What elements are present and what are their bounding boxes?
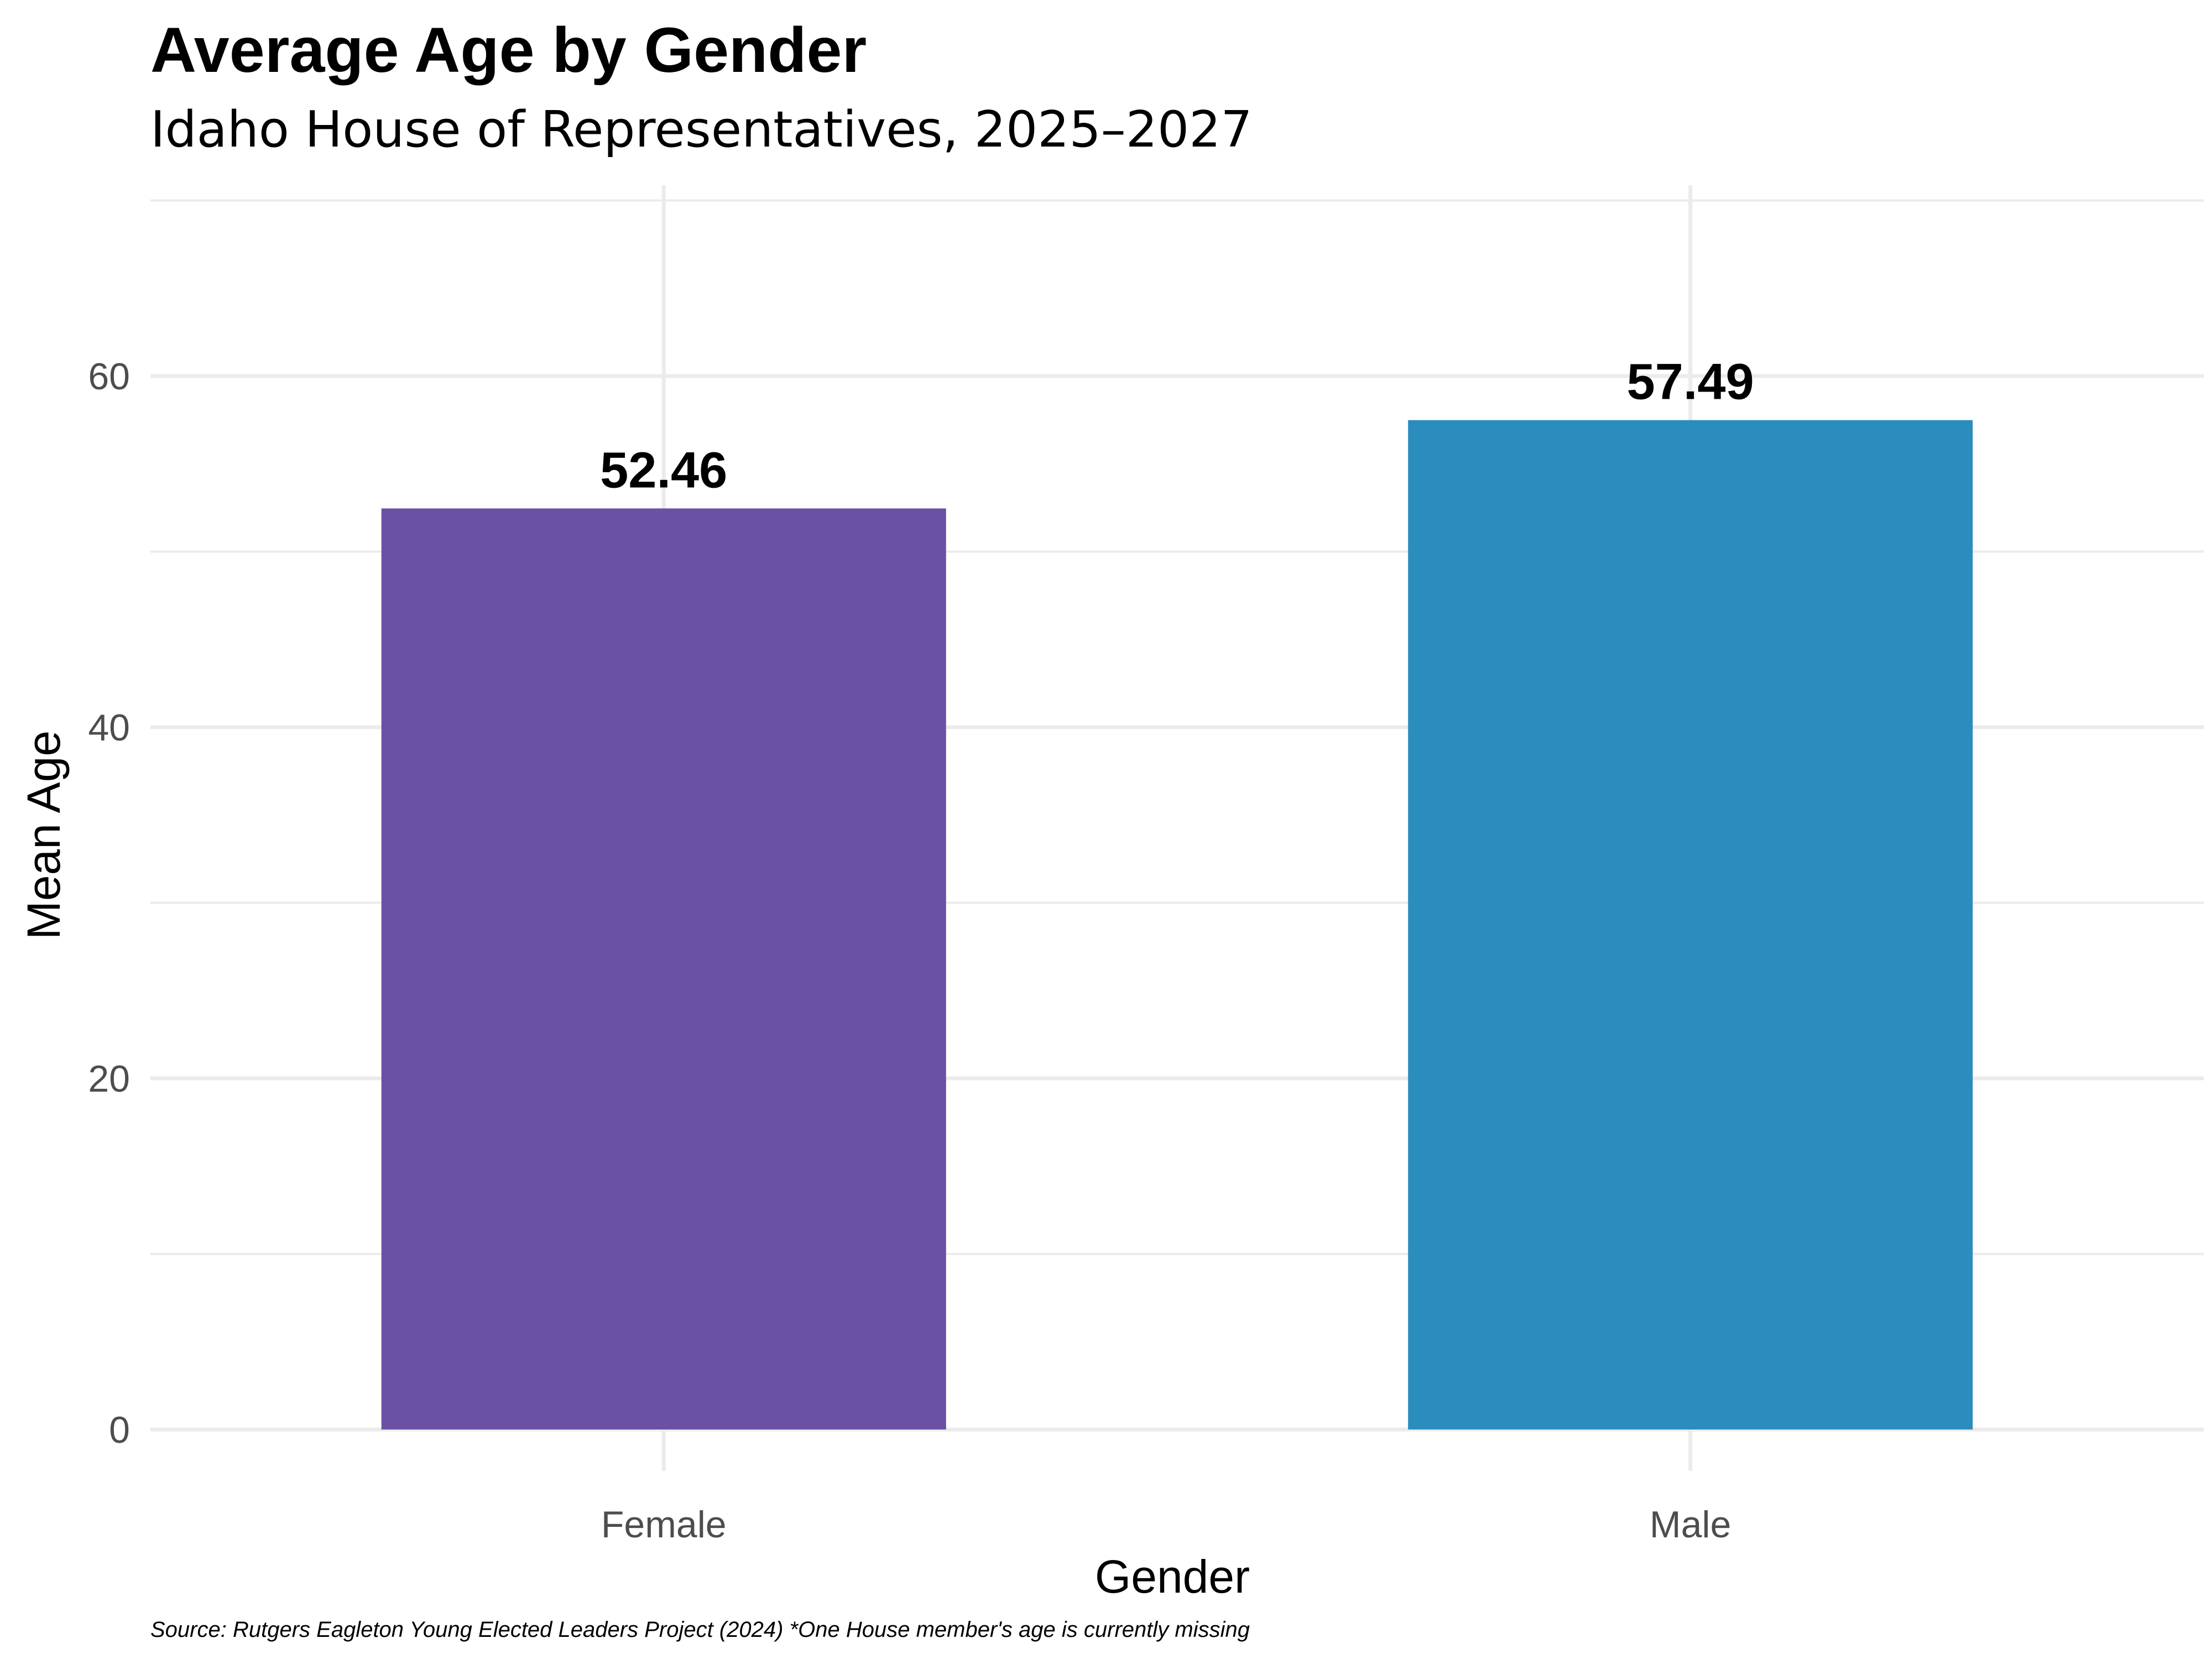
x-tick-label: Male: [1650, 1504, 1731, 1546]
bar-value-label: 52.46: [600, 442, 727, 498]
bars-group: [381, 420, 1973, 1430]
bar-male: [1408, 420, 1973, 1430]
chart-title: Average Age by Gender: [150, 15, 867, 86]
y-axis-ticks: 0 20 40 60: [88, 356, 130, 1451]
y-axis-label: Mean Age: [18, 731, 70, 940]
bar-labels-group: 52.46 57.49: [600, 354, 1754, 499]
bar-value-label: 57.49: [1627, 354, 1754, 410]
x-axis-ticks: Female Male: [601, 1504, 1731, 1546]
bar-female: [381, 508, 946, 1430]
x-tick-label: Female: [601, 1504, 727, 1546]
chart-subtitle: Idaho House of Representatives, 2025–202…: [150, 101, 1253, 159]
y-tick-label: 20: [88, 1058, 130, 1100]
source-caption: Source: Rutgers Eagleton Young Elected L…: [150, 1618, 1250, 1642]
y-tick-label: 0: [109, 1409, 130, 1451]
y-tick-label: 60: [88, 356, 130, 398]
x-axis-label: Gender: [1095, 1551, 1250, 1603]
y-tick-label: 40: [88, 707, 130, 749]
